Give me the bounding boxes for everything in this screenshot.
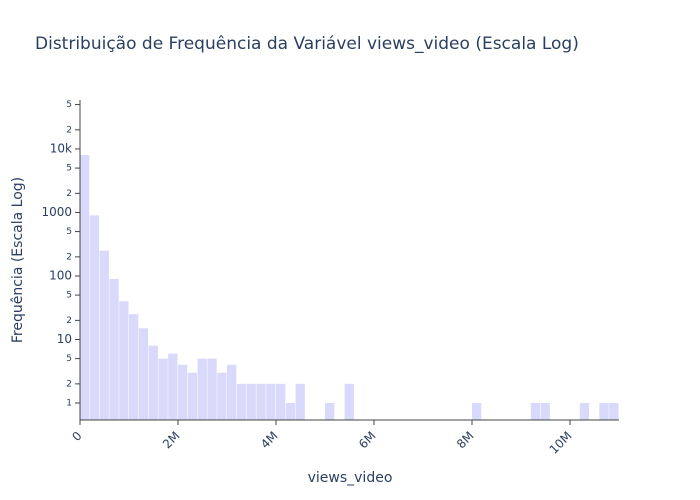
x-tick-label: 4M: [258, 429, 281, 452]
bar: [609, 403, 619, 420]
bar: [266, 383, 276, 420]
bar: [119, 301, 129, 420]
y-axis-title: Frequência (Escala Log): [10, 177, 26, 343]
y-tick-label: 5: [66, 227, 72, 237]
bar: [89, 215, 100, 420]
chart-title: Distribuição de Frequência da Variável v…: [35, 34, 579, 54]
bar: [197, 358, 207, 420]
bar: [148, 345, 158, 420]
x-tick-label: 6M: [356, 429, 379, 452]
x-tick-label: 8M: [454, 429, 477, 452]
x-tick-label: 10M: [547, 429, 575, 457]
bar: [187, 372, 198, 420]
bar: [168, 353, 178, 420]
y-tick-label: 2: [66, 125, 72, 135]
bar: [99, 250, 109, 420]
y-tick-label: 2: [66, 189, 72, 199]
y-tick-label: 10: [57, 332, 72, 346]
bar: [246, 383, 256, 420]
y-tick-label: 5: [66, 291, 72, 301]
bar: [227, 364, 237, 420]
bar: [138, 328, 149, 420]
bar: [344, 383, 354, 420]
bar: [599, 403, 609, 420]
y-tick-label: 100: [49, 268, 72, 282]
x-axis-title: views_video: [308, 470, 393, 486]
bar: [236, 383, 247, 420]
x-tick-label: 2M: [160, 429, 183, 452]
y-tick-label: 1: [66, 399, 72, 409]
y-tick-label: 5: [66, 100, 72, 110]
y-tick-label: 2: [66, 252, 72, 262]
bar: [178, 364, 188, 420]
bar: [158, 358, 168, 420]
bar: [579, 403, 590, 420]
y-tick-label: 2: [66, 316, 72, 326]
x-tick-label: 0: [69, 429, 84, 444]
bar: [285, 403, 296, 420]
bar: [540, 403, 550, 420]
y-tick-label: 5: [66, 354, 72, 364]
y-tick-label: 5: [66, 164, 72, 174]
bar: [472, 403, 482, 420]
bar: [109, 278, 119, 420]
bar: [129, 314, 139, 420]
bar: [80, 155, 90, 420]
bar: [295, 383, 305, 420]
bar: [530, 403, 541, 420]
y-tick-label: 1000: [41, 205, 72, 219]
y-tick-label: 10k: [50, 141, 72, 155]
bar: [276, 383, 286, 420]
bar: [325, 403, 335, 420]
bar: [207, 358, 217, 420]
bar: [217, 372, 227, 420]
bar: [256, 383, 266, 420]
y-tick-label: 2: [66, 379, 72, 389]
